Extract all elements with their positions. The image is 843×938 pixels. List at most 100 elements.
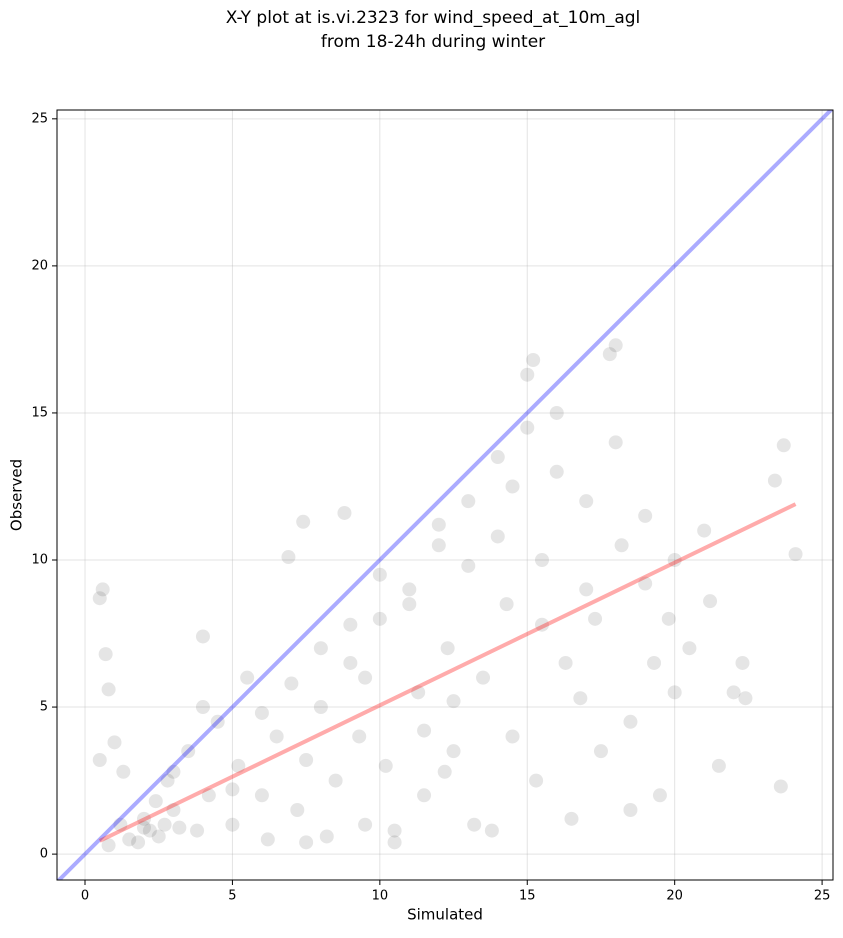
point xyxy=(210,714,225,729)
point xyxy=(254,788,269,803)
point xyxy=(776,438,791,453)
point xyxy=(564,811,579,826)
point xyxy=(378,758,393,773)
y-tick-label: 25 xyxy=(31,111,48,126)
point xyxy=(431,538,446,553)
point xyxy=(535,617,549,632)
point xyxy=(431,517,446,532)
point xyxy=(95,582,110,597)
y-tick-label: 0 xyxy=(40,847,48,862)
point xyxy=(788,547,803,562)
point xyxy=(682,641,697,656)
point xyxy=(773,779,788,794)
point xyxy=(520,367,535,382)
point xyxy=(131,835,146,850)
point xyxy=(136,811,151,826)
point xyxy=(558,655,573,670)
point xyxy=(573,691,588,706)
point xyxy=(299,835,314,850)
point xyxy=(505,729,520,744)
point xyxy=(499,597,514,612)
point xyxy=(98,647,113,662)
point xyxy=(254,705,269,720)
line xyxy=(57,110,833,880)
point xyxy=(417,788,432,803)
point xyxy=(614,538,629,553)
x-axis-label: Simulated xyxy=(407,906,483,924)
point xyxy=(269,729,284,744)
point xyxy=(579,494,594,509)
axes-frame xyxy=(56,109,834,881)
point xyxy=(529,773,544,788)
point xyxy=(476,670,491,685)
point xyxy=(358,670,373,685)
point xyxy=(122,832,137,847)
point xyxy=(195,629,210,644)
point xyxy=(535,553,549,567)
point xyxy=(440,641,455,656)
point xyxy=(437,764,452,779)
point xyxy=(461,558,476,573)
x-tick-label: 25 xyxy=(814,889,831,904)
point xyxy=(107,735,122,750)
point xyxy=(402,582,417,597)
point xyxy=(667,685,682,700)
point xyxy=(411,685,426,700)
point xyxy=(446,744,461,759)
x-tick-label: 20 xyxy=(666,889,683,904)
point xyxy=(136,820,151,835)
point xyxy=(549,464,564,479)
chart-title: from 18-24h during winter xyxy=(321,32,545,52)
point xyxy=(113,817,128,832)
point xyxy=(92,753,107,767)
point xyxy=(602,347,617,362)
y-axis-label: Observed xyxy=(8,459,26,531)
point xyxy=(313,700,328,715)
x-tick-label: 5 xyxy=(228,889,236,904)
point xyxy=(490,450,505,465)
point xyxy=(667,553,682,567)
point xyxy=(290,803,305,817)
chart-title: X-Y plot at is.vi.2323 for wind_speed_at… xyxy=(226,8,641,28)
point xyxy=(767,473,782,488)
point xyxy=(697,523,712,538)
point xyxy=(166,764,181,779)
point xyxy=(593,744,608,759)
point xyxy=(484,823,499,838)
point xyxy=(343,655,358,670)
y-tick-label: 20 xyxy=(31,258,48,273)
point xyxy=(343,617,358,632)
point xyxy=(579,582,594,597)
point xyxy=(623,714,638,729)
y-tick-label: 5 xyxy=(40,700,48,715)
point xyxy=(240,670,255,685)
point xyxy=(101,682,116,697)
y-tick-label: 15 xyxy=(31,405,48,420)
point xyxy=(225,782,240,797)
point xyxy=(402,597,417,612)
point xyxy=(319,829,334,844)
point xyxy=(661,611,676,626)
point xyxy=(387,823,402,838)
point xyxy=(652,788,667,803)
x-tick-label: 0 xyxy=(81,889,89,904)
point xyxy=(726,685,741,700)
point xyxy=(417,723,432,738)
point xyxy=(148,794,163,809)
point xyxy=(735,655,750,670)
point xyxy=(195,700,210,715)
point xyxy=(490,529,505,544)
point xyxy=(299,753,314,767)
point xyxy=(372,567,387,582)
point xyxy=(623,803,638,817)
point xyxy=(160,773,175,788)
point xyxy=(328,773,343,788)
point xyxy=(151,829,166,844)
point xyxy=(461,494,476,509)
point xyxy=(526,353,541,367)
point xyxy=(166,803,181,817)
plot-area xyxy=(57,110,833,880)
point xyxy=(181,744,196,759)
point xyxy=(157,817,172,832)
point xyxy=(608,338,623,353)
